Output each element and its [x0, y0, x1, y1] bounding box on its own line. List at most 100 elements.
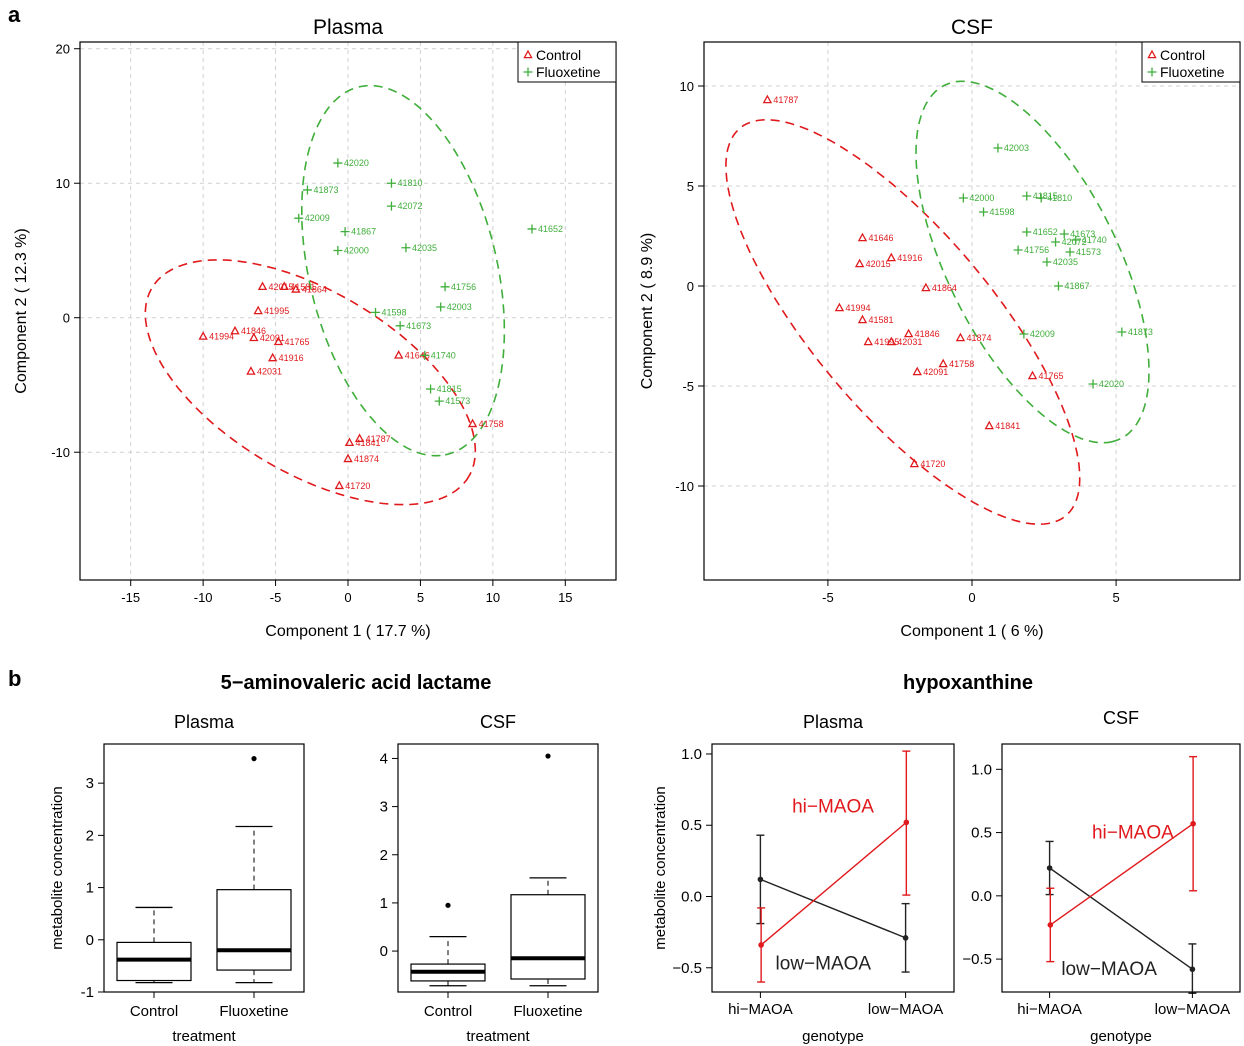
point-control-41787 [354, 433, 365, 443]
plot-frame [1001, 743, 1241, 993]
legend-marker-fluoxetine [1147, 67, 1157, 77]
chart-title: CSF [951, 16, 993, 39]
point-control-41846 [230, 325, 240, 335]
point-fluoxetine-42020 [1088, 379, 1098, 389]
x-axis-label: Component 1 ( 6 %) [900, 623, 1043, 640]
point-control-42031 [246, 366, 256, 375]
x-tick-label: hi−MAOA [728, 1001, 793, 1018]
point-control-41874 [343, 453, 353, 463]
x-tick-label: 5 [417, 590, 424, 605]
y-tick-label: -5 [682, 379, 694, 394]
series-label-low-maoa: low−MAOA [776, 953, 872, 974]
y-tick-label: 0 [86, 932, 94, 949]
point-label: 42031 [257, 367, 282, 377]
series-label-hi-maoa: hi−MAOA [1092, 823, 1174, 844]
y-tick-label: 3 [380, 799, 388, 816]
point-label: 42003 [447, 302, 472, 312]
x-tick-label: Control [424, 1003, 472, 1020]
point-label: 41873 [1128, 327, 1153, 337]
point-low-maoa [1189, 966, 1196, 973]
y-tick-label: 1.0 [681, 746, 702, 763]
chart-title: Plasma [174, 712, 235, 732]
point-fluoxetine-41598 [979, 207, 989, 217]
point-label: 41995 [264, 306, 289, 316]
scatter-chart-1: 41787 41646 42015 41916 41864 41994 41581 41846… [639, 16, 1241, 640]
ellipse-fluoxetine [301, 84, 506, 457]
y-tick-label: 0.5 [971, 825, 992, 842]
point-label: 41916 [279, 353, 304, 363]
series-line-low-maoa [760, 878, 906, 939]
point-label: 41756 [1024, 245, 1049, 255]
y-tick-label: 2 [380, 847, 388, 864]
point-fluoxetine-41815 [1022, 191, 1032, 201]
point-label: 41720 [920, 459, 945, 469]
point-control-41995 [253, 305, 263, 315]
point-label: 41841 [355, 438, 380, 448]
x-tick-label: 0 [344, 590, 351, 605]
point-control-41846 [903, 328, 914, 338]
y-tick-label: 10 [680, 79, 694, 94]
point-label: 42015 [269, 282, 294, 292]
point-low-maoa [902, 935, 909, 941]
box-fluoxetine [510, 894, 586, 980]
y-axis-label: Component 2 ( 12.3 %) [13, 228, 30, 393]
point-label: 42009 [1030, 329, 1055, 339]
point-label: 42031 [897, 337, 922, 347]
point-label: 41815 [437, 384, 462, 394]
point-control-41916 [267, 352, 278, 362]
y-tick-label: -10 [675, 479, 694, 494]
box-fluoxetine [216, 889, 292, 971]
x-tick-label: hi−MAOA [1017, 1001, 1082, 1018]
ellipse-fluoxetine [915, 80, 1150, 444]
x-axis-label: treatment [172, 1028, 236, 1045]
y-tick-label: 0.5 [681, 817, 702, 834]
y-tick-label: 1.0 [971, 761, 992, 778]
y-tick-label: 0.0 [681, 889, 702, 906]
legend-box [517, 41, 617, 83]
point-label: 42020 [1099, 379, 1124, 389]
point-fluoxetine-42020 [333, 158, 343, 168]
y-tick-label: -10 [51, 445, 70, 460]
x-tick-label: Fluoxetine [219, 1003, 288, 1020]
x-axis-label: treatment [466, 1028, 530, 1045]
point-label: 42020 [344, 158, 369, 168]
y-tick-label: 10 [56, 176, 70, 191]
x-tick-label: Fluoxetine [513, 1003, 582, 1020]
x-tick-label: Control [130, 1003, 178, 1020]
point-control-41864 [921, 282, 931, 292]
point-label: 41673 [406, 321, 431, 331]
point-hi-maoa [1190, 820, 1196, 827]
point-control-41720 [909, 458, 920, 468]
point-label: 41846 [915, 329, 940, 339]
point-control-41581 [857, 314, 868, 324]
point-fluoxetine-42000 [333, 245, 343, 255]
point-fluoxetine-41810 [1036, 193, 1046, 203]
point-control-41765 [1027, 370, 1038, 380]
point-control-41841 [344, 437, 355, 447]
plot-frame [711, 743, 955, 993]
y-axis-label: Component 2 ( 8.9 %) [639, 233, 656, 390]
point-control-41646 [857, 232, 868, 242]
point-fluoxetine-41873 [1117, 327, 1127, 337]
point-label: 41787 [773, 95, 798, 105]
point-label: 42035 [1053, 257, 1078, 267]
point-label: 41867 [1064, 281, 1089, 291]
point-fluoxetine-41740 [420, 350, 430, 360]
y-tick-label: -1 [81, 984, 94, 1001]
y-tick-label: −0.5 [672, 960, 702, 977]
point-label: 41758 [949, 359, 974, 369]
point-fluoxetine-42003 [436, 302, 446, 312]
point-label: 42091 [260, 333, 285, 343]
x-tick-label: -5 [822, 590, 834, 605]
chart-title: Plasma [803, 712, 864, 732]
panel-label-a: a [8, 2, 21, 27]
x-axis-label: genotype [802, 1028, 864, 1045]
y-tick-label: 0 [63, 311, 70, 326]
legend-marker-control [1147, 49, 1157, 59]
chart-title: Plasma [313, 16, 383, 39]
y-tick-label: 1 [86, 880, 94, 897]
y-tick-label: 0.0 [971, 888, 992, 905]
